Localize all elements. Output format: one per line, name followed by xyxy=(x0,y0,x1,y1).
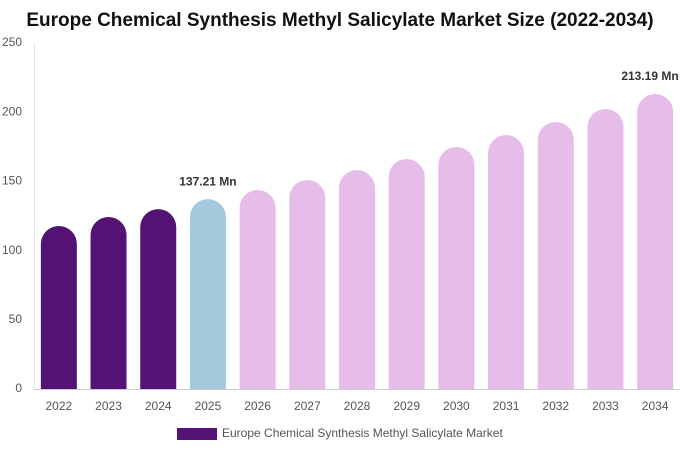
x-tick-label: 2030 xyxy=(443,399,470,413)
bar xyxy=(388,158,425,389)
legend-label: Europe Chemical Synthesis Methyl Salicyl… xyxy=(222,426,503,440)
bar xyxy=(587,109,624,390)
bar xyxy=(40,225,77,389)
bar xyxy=(637,93,674,389)
bar xyxy=(90,216,127,389)
y-tick-label: 150 xyxy=(2,174,22,188)
bar xyxy=(189,199,226,389)
bar xyxy=(537,122,574,389)
x-tick-label: 2026 xyxy=(244,399,271,413)
bar xyxy=(339,170,375,389)
y-tick-label: 0 xyxy=(15,381,22,395)
bar xyxy=(140,209,177,389)
x-tick-label: 2029 xyxy=(393,399,420,413)
x-tick-label: 2033 xyxy=(592,399,619,413)
value-label: 137.21 Mn xyxy=(179,174,236,188)
x-tick-label: 2034 xyxy=(642,399,669,413)
x-tick-label: 2032 xyxy=(542,399,569,413)
bar xyxy=(438,146,475,389)
legend-swatch xyxy=(177,428,217,440)
bar xyxy=(289,180,326,389)
y-tick-label: 100 xyxy=(2,243,22,257)
x-tick-label: 2025 xyxy=(195,399,222,413)
y-tick-label: 200 xyxy=(2,104,22,118)
x-tick-label: 2022 xyxy=(45,399,72,413)
y-tick-label: 50 xyxy=(9,312,23,326)
x-tick-label: 2023 xyxy=(95,399,122,413)
chart-title: Europe Chemical Synthesis Methyl Salicyl… xyxy=(26,10,653,31)
x-tick-label: 2031 xyxy=(493,399,520,413)
bar xyxy=(488,135,525,389)
value-label: 213.19 Mn xyxy=(621,69,678,83)
y-tick-label: 250 xyxy=(2,35,22,49)
x-tick-label: 2027 xyxy=(294,399,321,413)
bar xyxy=(239,189,276,389)
x-tick-label: 2024 xyxy=(145,399,172,413)
x-tick-label: 2028 xyxy=(344,399,371,413)
